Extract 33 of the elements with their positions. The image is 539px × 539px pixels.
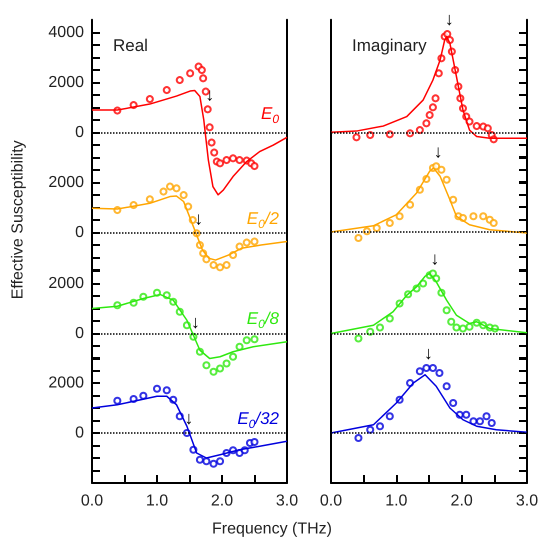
y-tick-label: 2000 <box>48 74 84 91</box>
annotation: ↓ <box>444 9 454 30</box>
y-tick-label: 2000 <box>48 174 84 191</box>
x-tick-label: 1.0 <box>385 492 408 510</box>
y-tick-label: 0 <box>75 124 84 141</box>
y-tick-label: 2000 <box>48 274 84 292</box>
annotation: ↓ <box>190 312 200 332</box>
text: Real <box>113 36 148 55</box>
x-tick-label: 2.0 <box>450 492 473 510</box>
annotation: ↓ <box>424 343 433 364</box>
y-tick-label: 0 <box>75 424 84 442</box>
x-tick-label: 3.0 <box>516 492 538 510</box>
y-tick-label: 0 <box>75 224 84 241</box>
series-label: E$_{0}$ <box>260 104 279 126</box>
y-tick-label: 0 <box>75 324 84 342</box>
x-tick-label: 0.0 <box>320 492 342 510</box>
annotation: ↓ <box>430 248 440 268</box>
annotation: ↓ <box>194 208 204 228</box>
y-axis-title: Effective Susceptibility <box>10 140 26 300</box>
series-label: E$_{0}$/32 <box>237 408 279 431</box>
text: Imaginary <box>352 36 428 55</box>
annotation: ↓ <box>434 142 443 162</box>
x-tick-label: 2.0 <box>210 492 234 510</box>
y-tick-label: 4000 <box>48 24 84 41</box>
x-tick-label: 3.0 <box>276 492 298 510</box>
x-tick-label: 0.0 <box>80 492 104 510</box>
series-label: E$_{0}$/8 <box>246 308 279 331</box>
annotation: ↓ <box>184 408 194 428</box>
series-label: E$_{0}$/2 <box>246 208 279 231</box>
x-axis-title: Frequency (THz) <box>212 520 332 538</box>
annotation: ↓ <box>205 84 214 104</box>
y-tick-label: 2000 <box>48 374 84 392</box>
x-tick-label: 1.0 <box>146 492 168 510</box>
